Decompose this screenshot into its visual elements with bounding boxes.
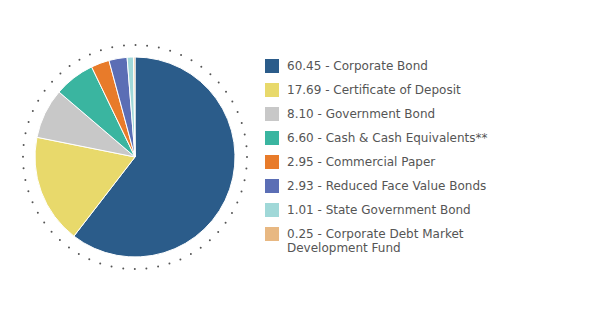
- legend-swatch: [265, 179, 279, 193]
- legend-label: 1.01 - State Government Bond: [287, 203, 471, 217]
- legend-label: 2.93 - Reduced Face Value Bonds: [287, 179, 486, 193]
- legend-item: 6.60 - Cash & Cash Equivalents**: [265, 131, 488, 145]
- legend-item: 2.95 - Commercial Paper: [265, 155, 435, 169]
- pie-slice: [127, 57, 135, 157]
- legend-swatch: [265, 107, 279, 121]
- legend-label-line: 2.95 - Commercial Paper: [287, 155, 435, 169]
- legend-label: 8.10 - Government Bond: [287, 107, 435, 121]
- legend-swatch: [265, 131, 279, 145]
- legend-label-line: 1.01 - State Government Bond: [287, 203, 471, 217]
- legend-item: 1.01 - State Government Bond: [265, 203, 471, 217]
- legend-label-line: 0.25 - Corporate Debt Market: [287, 227, 464, 241]
- legend-label-line: 17.69 - Certificate of Deposit: [287, 83, 461, 97]
- legend-label-line: 2.93 - Reduced Face Value Bonds: [287, 179, 486, 193]
- legend-swatch: [265, 203, 279, 217]
- legend-swatch: [265, 155, 279, 169]
- pie-slice: [109, 57, 135, 157]
- pie-outline: [23, 45, 247, 269]
- legend-label: 60.45 - Corporate Bond: [287, 59, 428, 73]
- pie-slice: [133, 57, 135, 157]
- legend-swatch: [265, 83, 279, 97]
- legend-item: 8.10 - Government Bond: [265, 107, 435, 121]
- legend-label: 0.25 - Corporate Debt MarketDevelopment …: [287, 227, 464, 255]
- legend-label: 17.69 - Certificate of Deposit: [287, 83, 461, 97]
- legend-label-line: Development Fund: [287, 241, 401, 255]
- legend-swatch: [265, 59, 279, 73]
- legend-swatch: [265, 227, 279, 241]
- legend-label-line: 60.45 - Corporate Bond: [287, 59, 428, 73]
- legend-label-line: 6.60 - Cash & Cash Equivalents**: [287, 131, 488, 145]
- legend: 60.45 - Corporate Bond 17.69 - Certificat…: [265, 59, 488, 255]
- legend-item: 60.45 - Corporate Bond: [265, 59, 428, 73]
- legend-label-line: 8.10 - Government Bond: [287, 107, 435, 121]
- chart-container: 60.45 - Corporate Bond 17.69 - Certificat…: [0, 0, 605, 314]
- legend-item: 2.93 - Reduced Face Value Bonds: [265, 179, 486, 193]
- pie: [23, 45, 247, 269]
- legend-item: 0.25 - Corporate Debt MarketDevelopment …: [265, 227, 464, 255]
- chart-svg: 60.45 - Corporate Bond 17.69 - Certificat…: [0, 0, 605, 314]
- legend-item: 17.69 - Certificate of Deposit: [265, 83, 461, 97]
- legend-label: 6.60 - Cash & Cash Equivalents**: [287, 131, 488, 145]
- legend-label: 2.95 - Commercial Paper: [287, 155, 435, 169]
